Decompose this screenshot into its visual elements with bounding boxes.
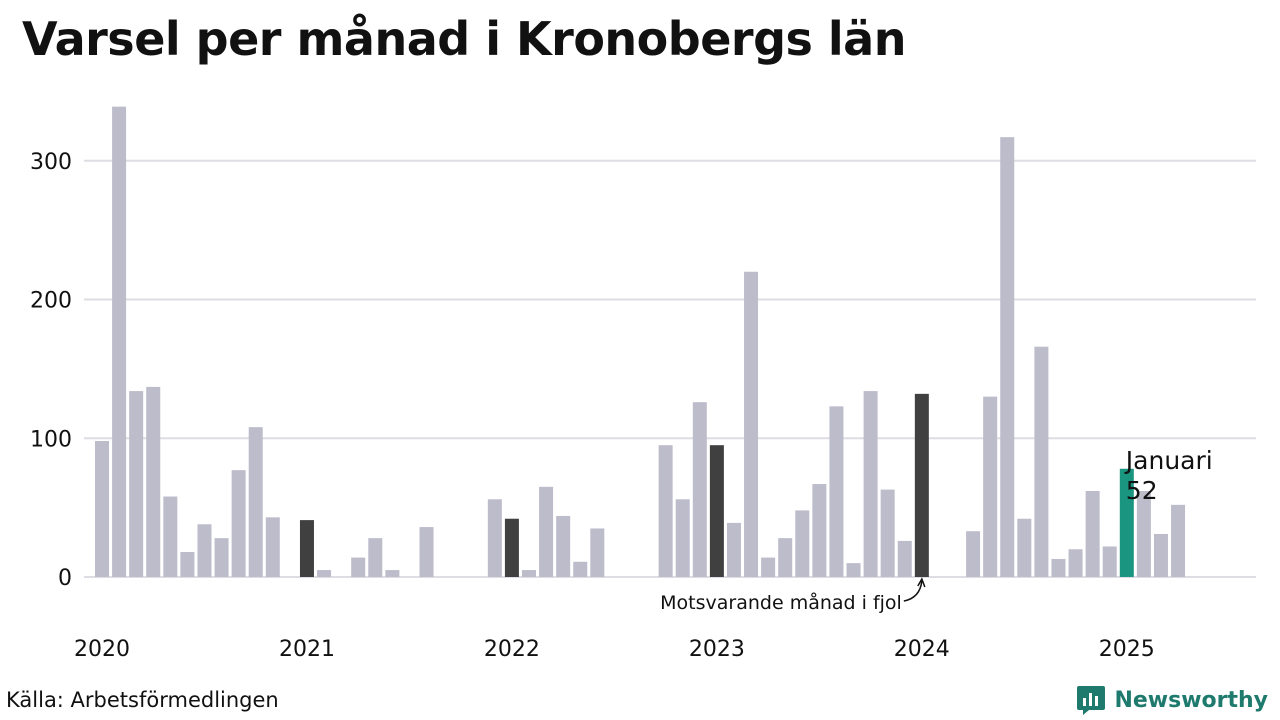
bar-2022-10 [658, 445, 673, 577]
logo-text: Newsworthy [1114, 687, 1268, 713]
bar-2022-01 [504, 518, 519, 577]
bar-2023-08 [829, 406, 844, 577]
bar-2023-06 [795, 510, 810, 577]
bar-2023-09 [846, 563, 861, 578]
bar-2024-12 [1102, 546, 1117, 577]
last-year-annotation: Motsvarande månad i fjol [660, 591, 902, 614]
source-note: Källa: Arbetsförmedlingen [6, 688, 279, 712]
bar-2023-12 [897, 540, 912, 577]
y-axis-ticks: 0 100 200 300 [30, 150, 72, 591]
bar-undefined [1153, 533, 1168, 577]
bar-2022-03 [539, 486, 554, 577]
bar-2020-02 [112, 106, 127, 577]
chart-title: Varsel per månad i Kronobergs län [22, 12, 906, 66]
annotation-arrowhead [917, 577, 926, 588]
bar-2022-12 [692, 402, 707, 577]
bar-2021-04 [351, 557, 366, 578]
bar-2020-10 [248, 427, 263, 577]
bar-2023-01 [709, 445, 724, 577]
bar-2021-08 [419, 527, 434, 577]
bar-2024-09 [1051, 558, 1066, 577]
bar-2024-08 [1034, 346, 1049, 577]
bar-2024-04 [966, 531, 981, 577]
bar-2024-05 [983, 396, 998, 578]
newsworthy-logo: Newsworthy [1076, 684, 1268, 716]
bar-2022-04 [556, 515, 571, 577]
bar-2023-05 [778, 538, 793, 577]
bar-2021-02 [317, 570, 332, 577]
bar-2023-02 [726, 522, 741, 577]
bar-2022-02 [522, 570, 536, 577]
x-tick-label-2021: 2021 [279, 637, 335, 662]
bar-2022-06 [590, 528, 605, 577]
bar-2023-10 [863, 391, 878, 577]
bars [95, 106, 1186, 578]
bar-undefined [1136, 490, 1151, 577]
bar-2020-06 [180, 552, 195, 577]
bar-2020-11 [265, 517, 280, 577]
bar-2020-09 [231, 470, 246, 577]
bar-2020-03 [129, 391, 144, 577]
bar-2020-07 [197, 524, 212, 577]
current-value-label: 52 [1126, 476, 1158, 505]
x-tick-label-2023: 2023 [689, 637, 745, 662]
annotation-arrow [903, 580, 923, 602]
y-tick-label: 200 [30, 289, 72, 314]
bar-2021-01 [299, 520, 314, 577]
bar-2024-06 [1000, 137, 1015, 577]
x-tick-label-2022: 2022 [484, 637, 540, 662]
bar-2021-06 [385, 570, 400, 577]
bar-2023-03 [744, 271, 759, 577]
x-tick-label-2024: 2024 [894, 637, 950, 662]
bar-2021-12 [487, 499, 502, 577]
bar-2024-10 [1068, 549, 1083, 577]
x-tick-label-2025: 2025 [1099, 637, 1155, 662]
y-tick-label: 300 [30, 150, 72, 175]
bar-2024-01 [914, 393, 929, 577]
bar-2023-11 [880, 489, 895, 577]
bar-2022-11 [675, 499, 690, 577]
bar-2023-07 [812, 484, 827, 577]
bar-undefined [1171, 504, 1186, 577]
bar-2020-04 [146, 386, 161, 577]
y-tick-label: 100 [30, 427, 72, 452]
bar-2025-01 [1119, 468, 1134, 577]
bar-2020-05 [163, 496, 178, 577]
bar-2020-01 [95, 441, 109, 577]
bar-2020-08 [214, 538, 229, 577]
bar-2022-05 [573, 561, 588, 577]
x-axis-ticks: 2020 2021 2022 2023 2024 2025 [74, 637, 1155, 662]
bar-2024-07 [1017, 518, 1032, 577]
bar-2021-05 [368, 538, 383, 577]
bar-chart: 0 100 200 300 2020 2021 2022 2023 2024 2025 Janu… [30, 106, 1256, 662]
current-month-label: Januari [1124, 446, 1213, 475]
y-tick-label: 0 [58, 566, 72, 591]
bar-chart-logo-icon [1077, 686, 1106, 715]
x-tick-label-2020: 2020 [74, 637, 130, 662]
bar-2023-04 [761, 557, 776, 578]
bar-2024-11 [1085, 490, 1100, 577]
